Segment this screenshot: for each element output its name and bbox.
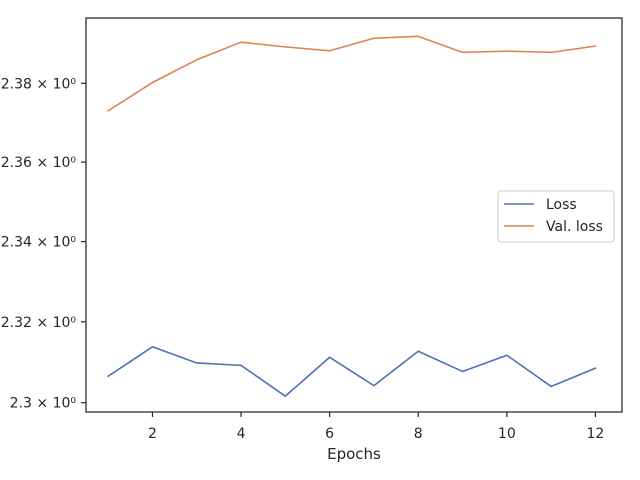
x-axis-label: Epochs bbox=[327, 445, 381, 463]
y-tick-label: 2.3 × 10⁰ bbox=[10, 396, 77, 412]
series-line-loss bbox=[107, 345, 597, 397]
x-tick-label: 10 bbox=[498, 426, 516, 442]
y-tick-label: 2.36 × 10⁰ bbox=[1, 155, 77, 171]
x-tick-label: 12 bbox=[587, 426, 605, 442]
x-axis: 2 4 6 8 10 12 bbox=[148, 412, 604, 442]
y-tick-label: 2.32 × 10⁰ bbox=[1, 315, 77, 331]
legend: Loss Val. loss bbox=[497, 190, 615, 243]
legend-label: Loss bbox=[546, 197, 577, 213]
plot-area bbox=[107, 35, 597, 397]
y-axis: 2.3 × 10⁰ 2.32 × 10⁰ 2.34 × 10⁰ 2.36 × 10⁰ 2… bbox=[1, 76, 86, 412]
x-tick-label: 4 bbox=[237, 426, 246, 442]
series-line-val-loss bbox=[107, 35, 597, 112]
axes-frame bbox=[85, 17, 623, 413]
legend-label: Val. loss bbox=[546, 219, 603, 235]
y-tick-label: 2.34 × 10⁰ bbox=[1, 235, 77, 251]
x-tick-label: 6 bbox=[325, 426, 334, 442]
x-tick-label: 8 bbox=[414, 426, 423, 442]
x-tick-label: 2 bbox=[148, 426, 157, 442]
y-tick-label: 2.38 × 10⁰ bbox=[1, 76, 77, 92]
